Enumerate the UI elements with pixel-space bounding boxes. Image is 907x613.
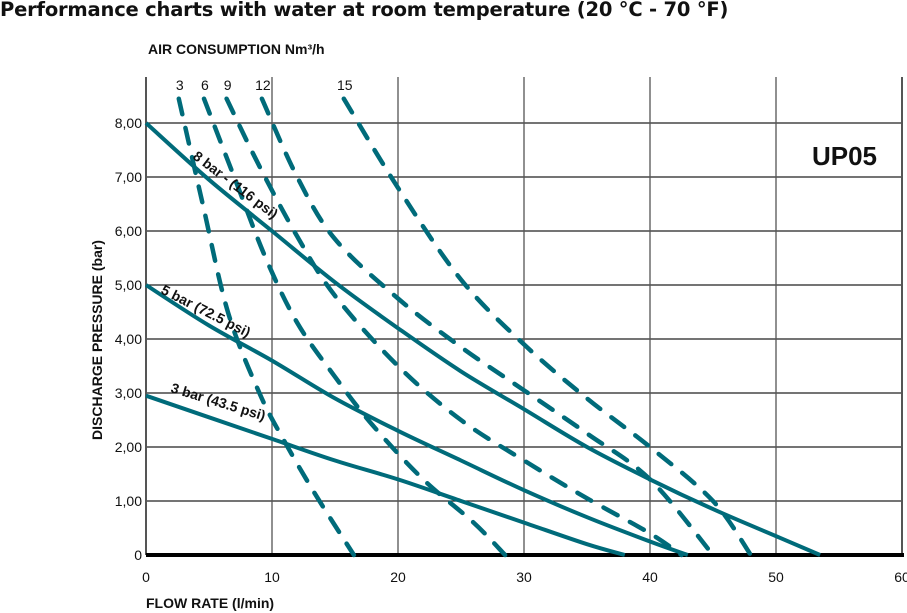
y-tick-label: 4,00 [115, 331, 142, 347]
y-tick-label: 0 [134, 547, 142, 563]
y-tick-label: 2,00 [115, 439, 142, 455]
curve-label: 3 bar (43.5 psi) [169, 380, 267, 424]
pressure-curves [144, 121, 821, 557]
air-line-12 [259, 96, 716, 558]
x-tick-label: 0 [142, 569, 150, 585]
y-tick-labels: 0 1,00 2,00 3,00 4,00 5,00 6,00 7,00 8,00 [115, 115, 142, 563]
air-label-15: 15 [337, 77, 353, 93]
pressure-curve-0 [144, 121, 821, 557]
pressure-curve-2 [145, 393, 626, 557]
air-label-6: 6 [201, 77, 209, 93]
y-axis-label: DISCHARGE PRESSURE (bar) [89, 240, 105, 440]
x-axis-label: FLOW RATE (l/min) [146, 595, 274, 611]
air-line-15 [341, 96, 754, 558]
y-tick-label: 1,00 [115, 493, 142, 509]
x-tick-label: 40 [642, 569, 658, 585]
top-axis-label: AIR CONSUMPTION Nm³/h [148, 41, 325, 57]
x-tick-label: 20 [390, 569, 406, 585]
y-tick-label: 6,00 [115, 223, 142, 239]
x-tick-label: 10 [264, 569, 280, 585]
x-tick-label: 30 [516, 569, 532, 585]
model-label: UP05 [812, 141, 877, 171]
air-consumption-lines [176, 96, 754, 558]
y-tick-label: 8,00 [115, 115, 142, 131]
y-tick-label: 5,00 [115, 277, 142, 293]
grid [145, 77, 904, 557]
air-label-3: 3 [176, 77, 184, 93]
air-line-6 [201, 96, 508, 558]
x-tick-labels: 0 10 20 30 40 50 60 [142, 569, 907, 585]
x-tick-label: 60 [894, 569, 907, 585]
y-tick-label: 7,00 [115, 169, 142, 185]
chart-title: Performance charts with water at room te… [0, 0, 729, 21]
air-line-3 [176, 96, 357, 558]
y-tick-label: 3,00 [115, 385, 142, 401]
x-tick-label: 50 [768, 569, 784, 585]
curve-label: 5 bar (72.5 psi) [159, 281, 254, 340]
pressure-curve-1 [144, 283, 689, 557]
air-line-9 [224, 96, 684, 558]
air-consumption-labels: 3 6 9 12 15 [176, 77, 353, 93]
air-label-9: 9 [224, 77, 232, 93]
air-label-12: 12 [255, 77, 271, 93]
